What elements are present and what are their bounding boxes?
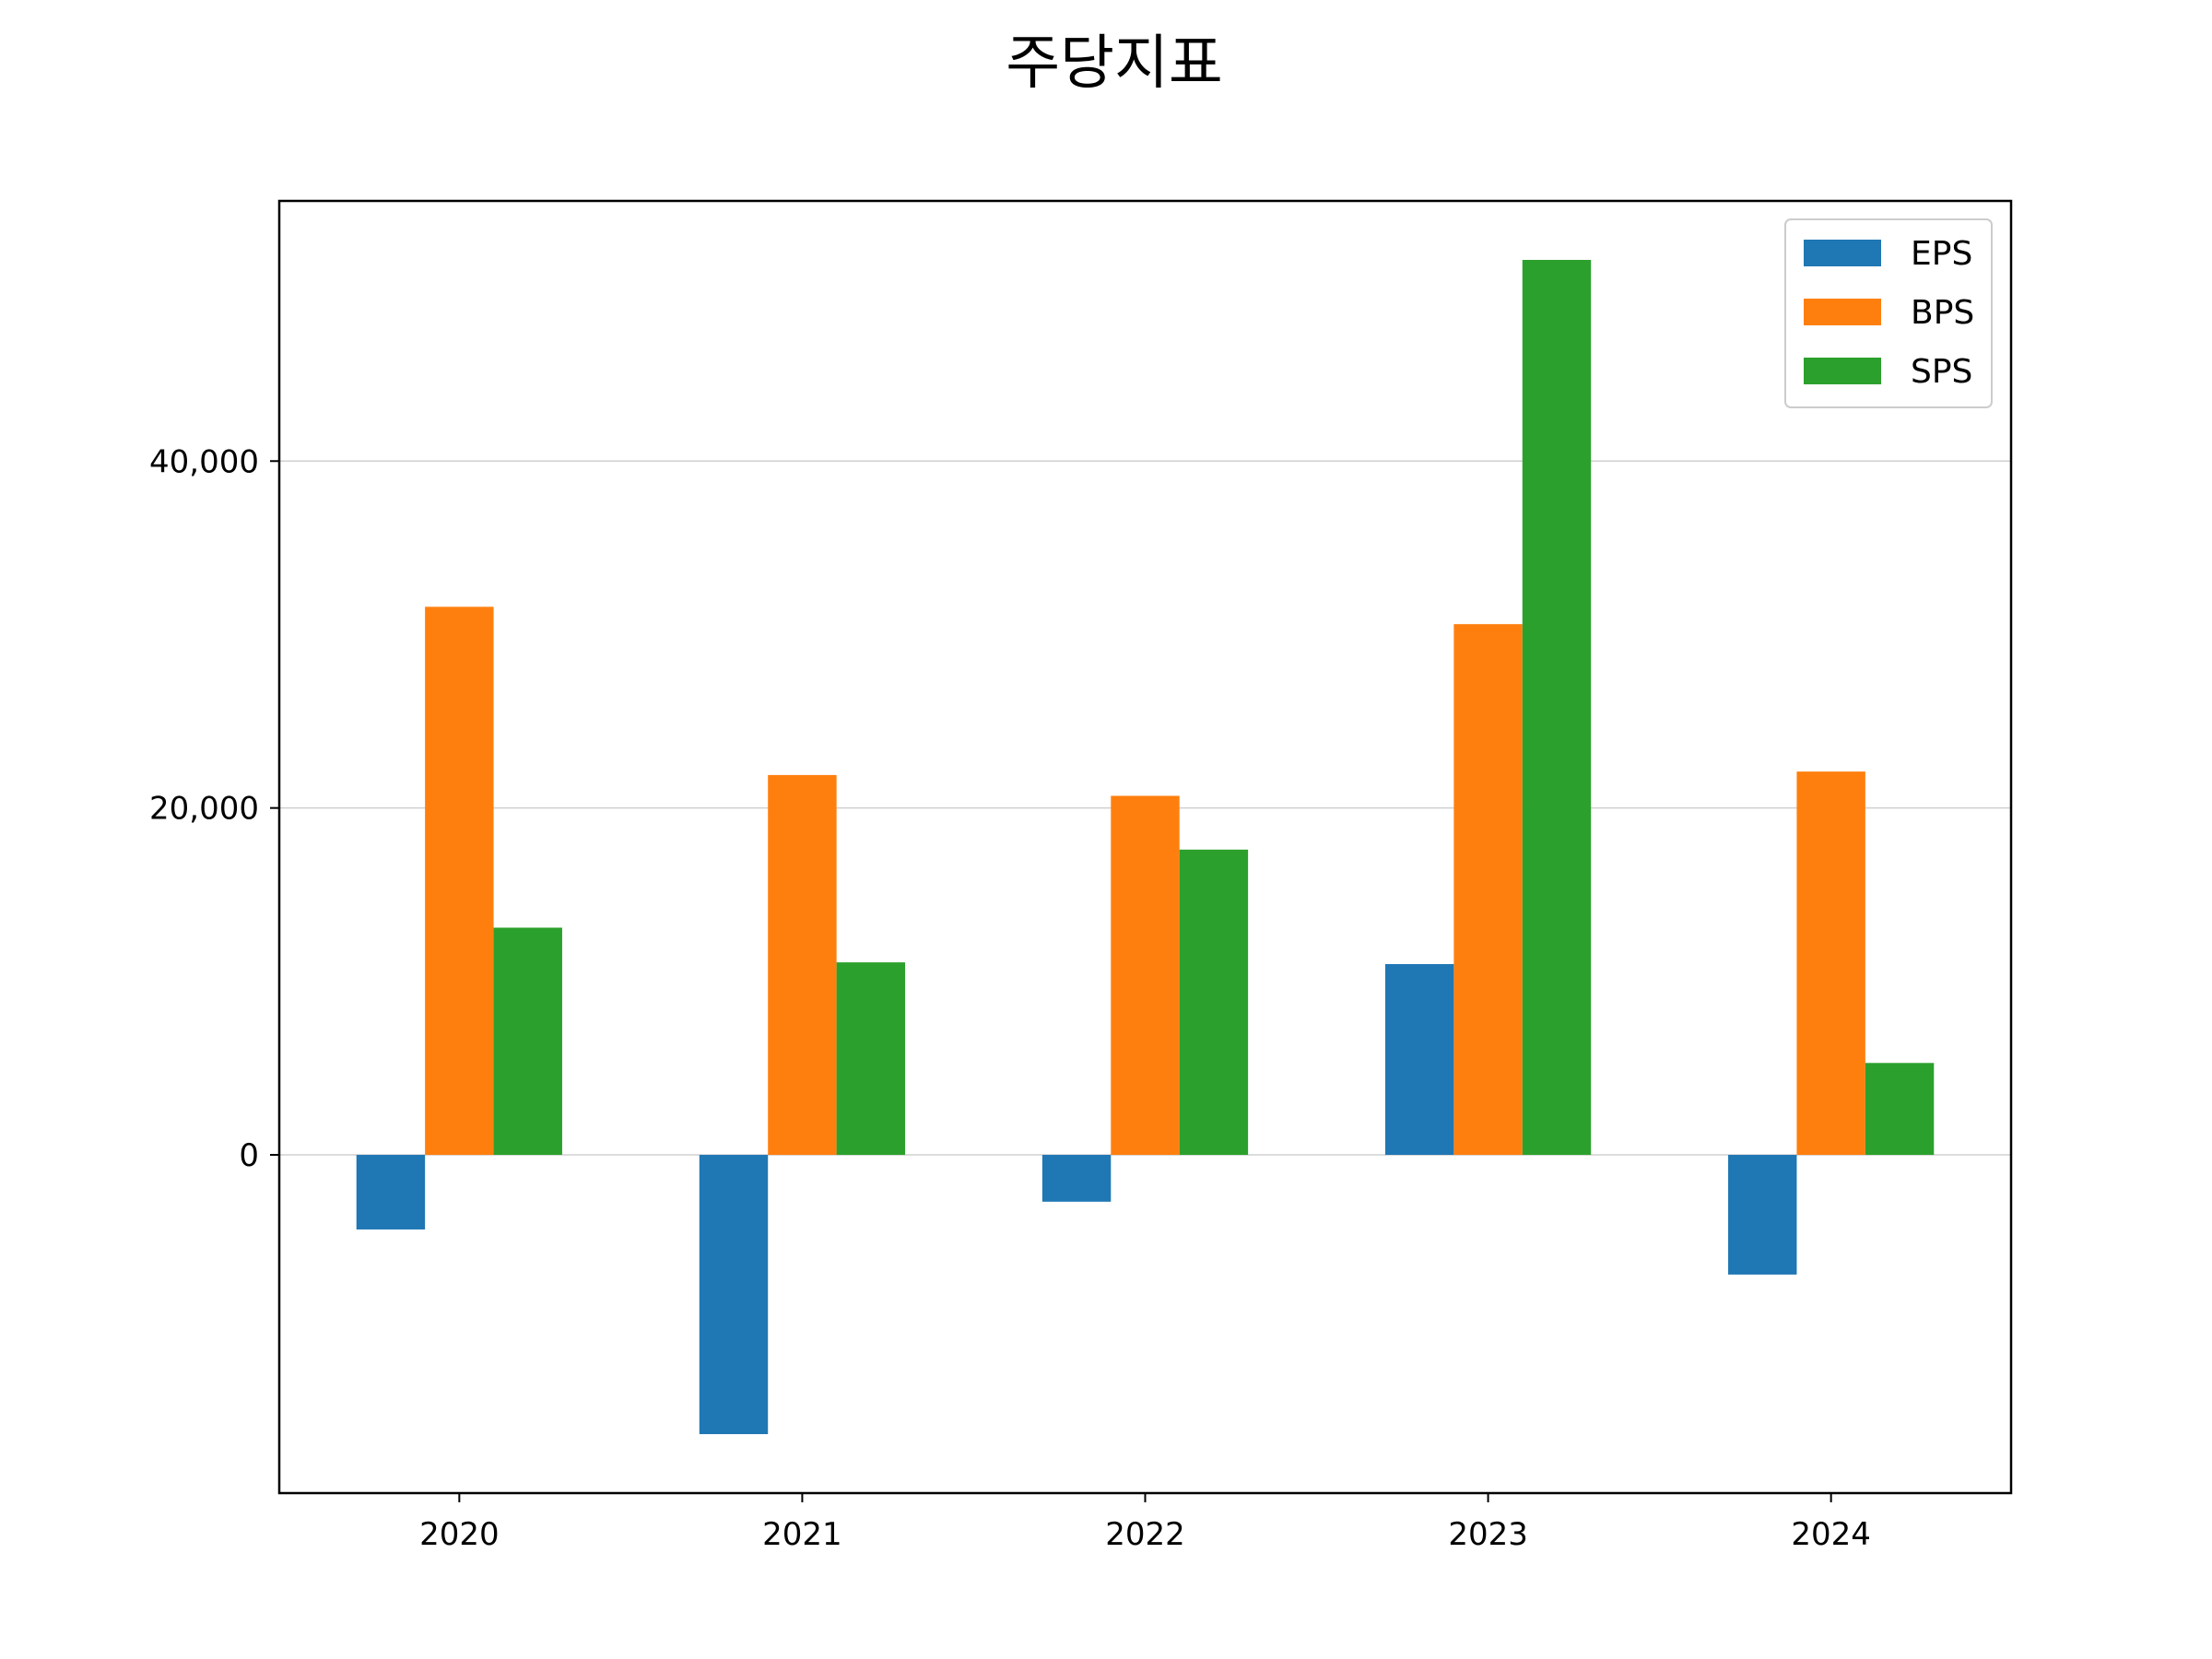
y-tick-label: 40,000 (149, 443, 259, 480)
bar-bps-2024 (1796, 771, 1865, 1156)
legend-label-bps: BPS (1911, 294, 1974, 332)
axes: 0 20,000 40,000 2020 2021 2022 2023 2024 (149, 443, 1871, 1553)
bars (356, 259, 1935, 1435)
legend-label-eps: EPS (1911, 235, 1972, 273)
bar-eps-2022 (1041, 1155, 1112, 1202)
chart-title: 주당지표 (1006, 29, 1223, 98)
bar-eps-2024 (1728, 1155, 1797, 1275)
bar-sps-2023 (1522, 259, 1592, 1156)
x-tick-label: 2023 (1448, 1516, 1528, 1553)
legend-swatch-bps (1804, 299, 1881, 325)
x-tick-label: 2021 (762, 1516, 842, 1553)
y-tick-label: 0 (239, 1137, 259, 1174)
bar-eps-2023 (1384, 964, 1454, 1156)
bar-eps-2021 (699, 1155, 769, 1435)
legend-swatch-sps (1804, 358, 1881, 384)
bar-sps-2020 (493, 927, 562, 1156)
legend-swatch-eps (1804, 240, 1881, 266)
legend-label-sps: SPS (1911, 353, 1972, 391)
bar-sps-2024 (1865, 1063, 1935, 1156)
bar-sps-2021 (836, 962, 906, 1156)
bar-sps-2022 (1179, 849, 1249, 1156)
bar-eps-2020 (356, 1155, 426, 1230)
legend: EPS BPS SPS (1784, 218, 1993, 408)
y-tick-label: 20,000 (149, 791, 259, 828)
bar-bps-2020 (425, 606, 494, 1156)
x-tick-label: 2024 (1791, 1516, 1871, 1553)
bar-bps-2023 (1453, 624, 1523, 1156)
x-tick-label: 2022 (1105, 1516, 1185, 1553)
bar-bps-2022 (1111, 795, 1180, 1156)
bar-bps-2021 (768, 774, 837, 1156)
x-tick-label: 2020 (419, 1516, 500, 1553)
